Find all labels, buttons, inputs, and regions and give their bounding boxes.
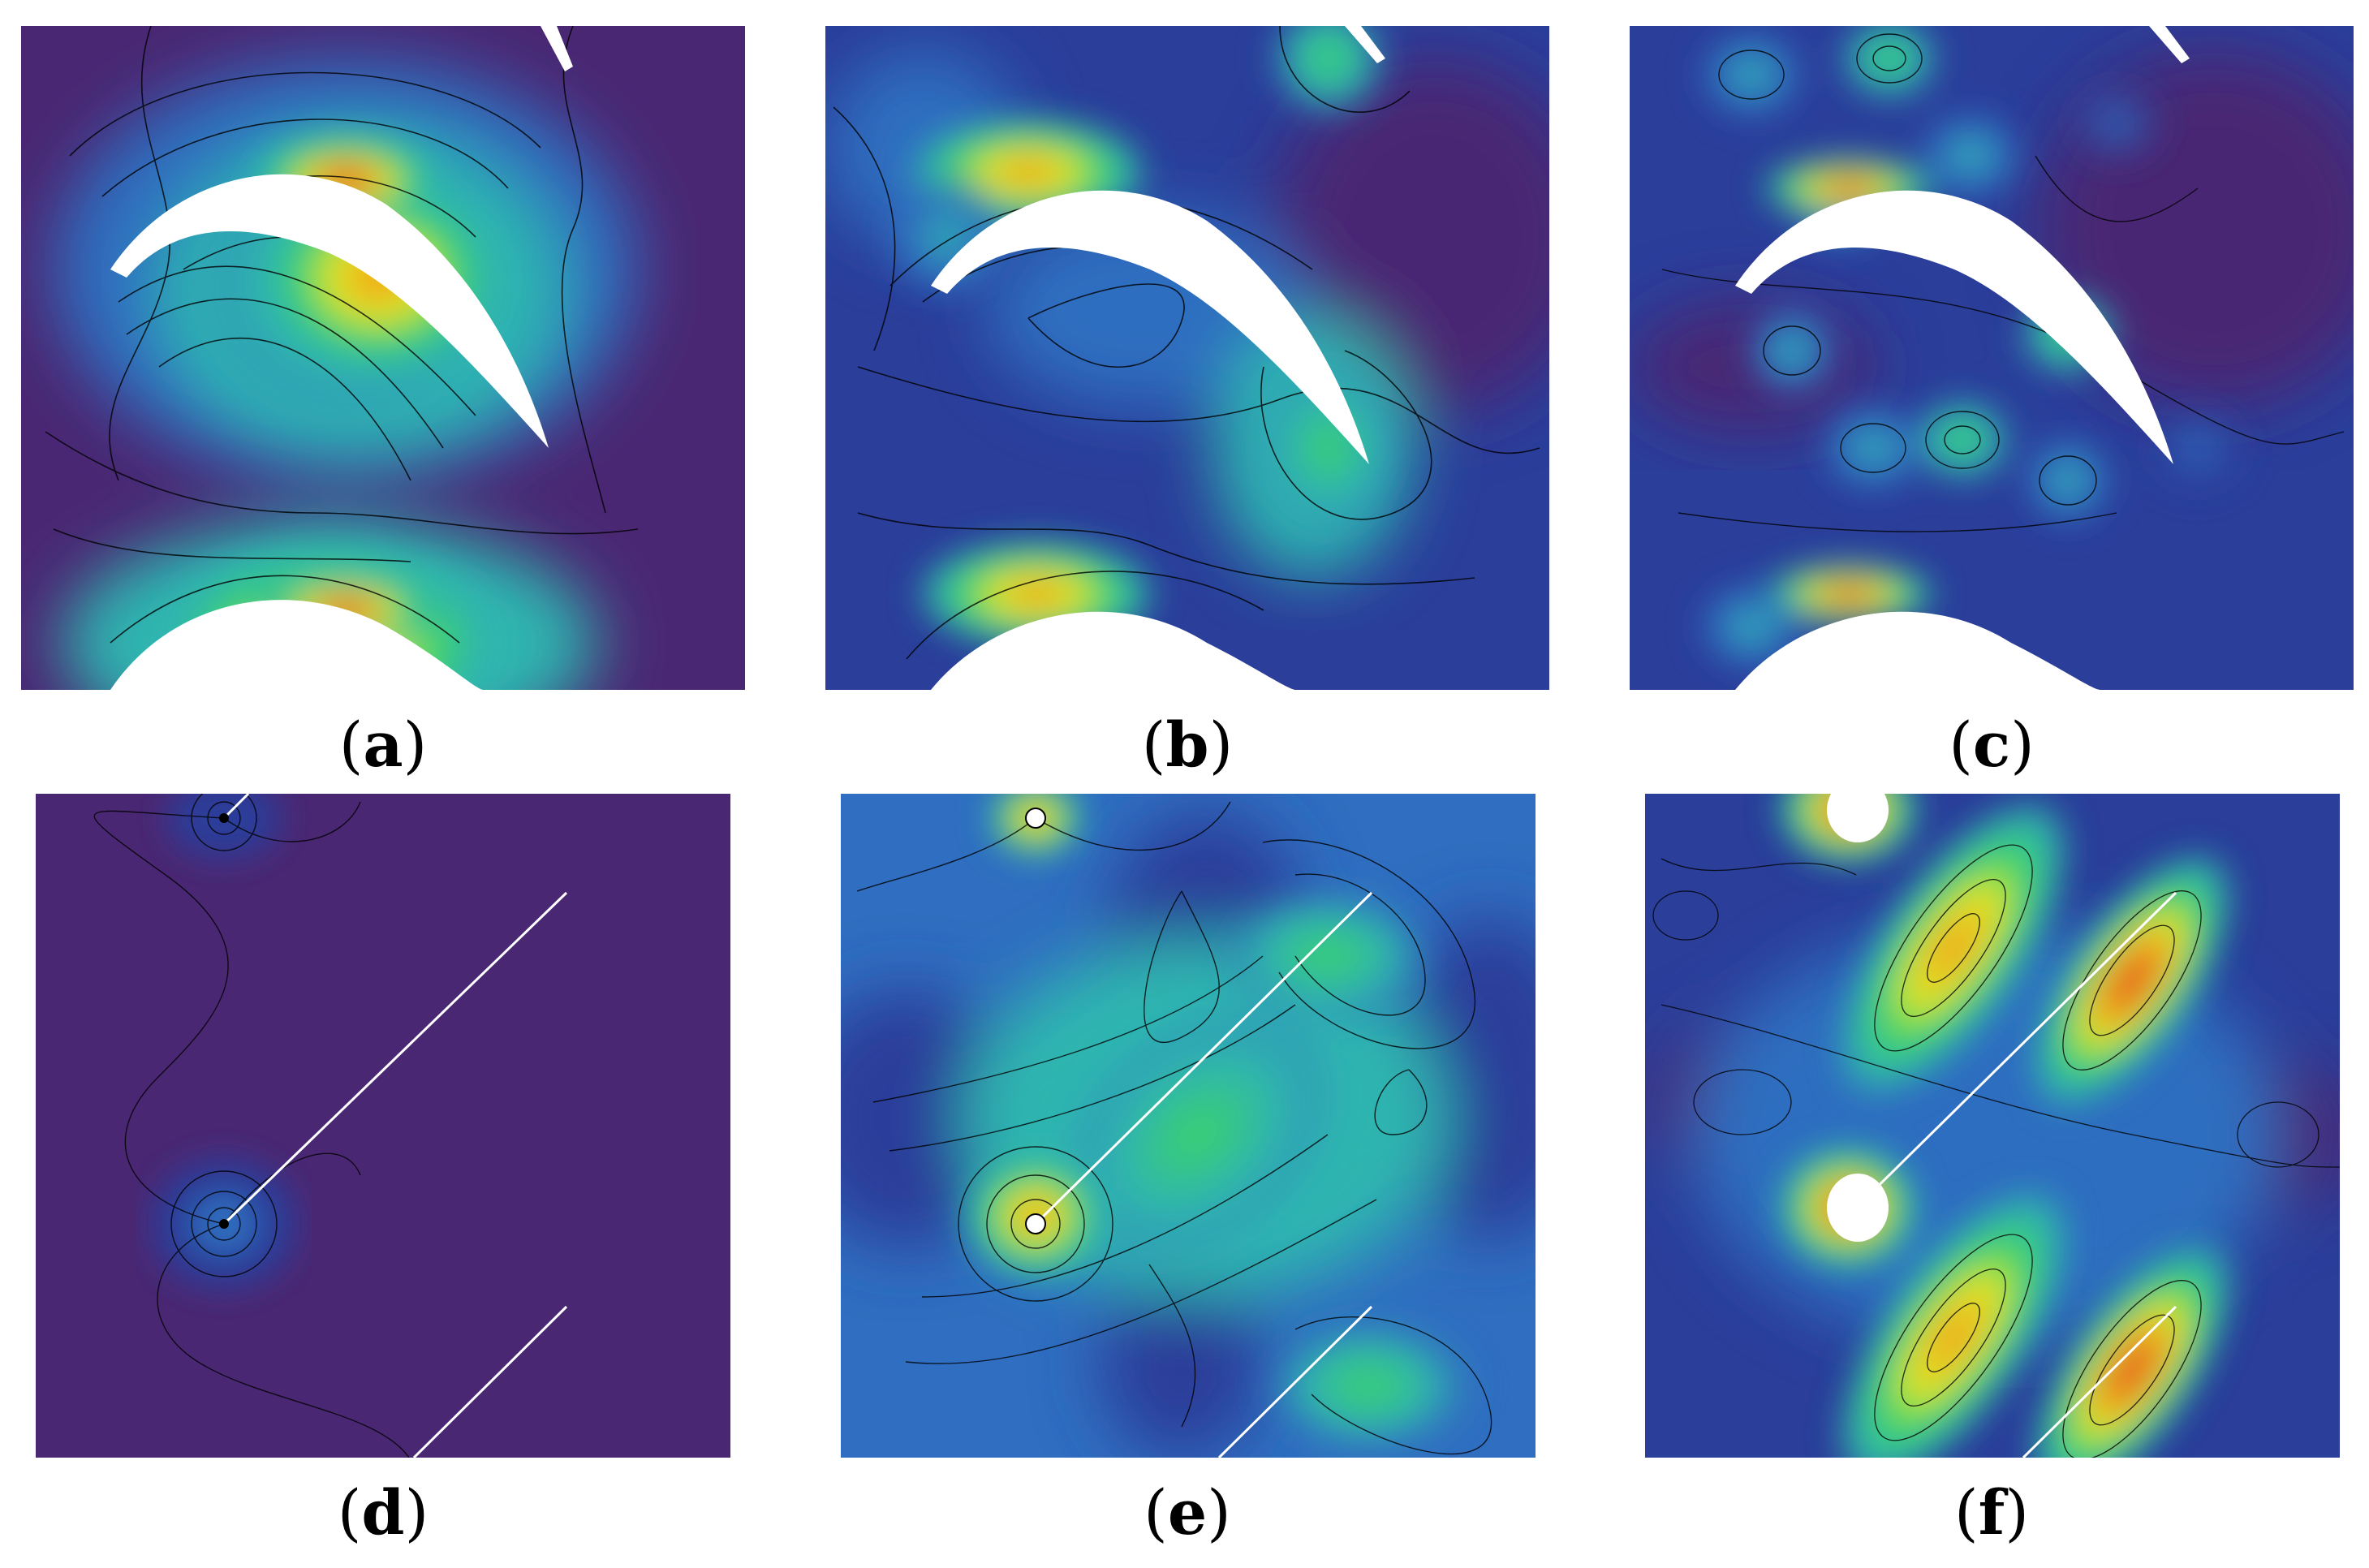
caption-a: (a) — [338, 709, 428, 781]
caption-e: (e) — [1144, 1476, 1231, 1549]
panel-e — [841, 794, 1536, 1458]
panel-f — [1645, 794, 2340, 1458]
panel-d — [36, 794, 730, 1458]
caption-d: (d) — [337, 1476, 429, 1549]
blade-lower — [110, 600, 484, 690]
blade-line-low — [2022, 1305, 2177, 1458]
blade-upper — [931, 190, 1369, 464]
contour-plot-e — [841, 794, 1536, 1458]
blade-tip-top — [1345, 26, 1385, 63]
blade-lower — [931, 611, 1296, 690]
blade-line-mid — [1034, 891, 1373, 1226]
panel-c — [1630, 26, 2354, 690]
panel-a — [21, 26, 745, 690]
panel-b — [825, 26, 1549, 690]
blade-line-mid — [1846, 891, 2177, 1217]
blade-upper — [1735, 190, 2173, 464]
contour-plot-a — [21, 26, 745, 690]
blade-line-mid — [222, 891, 568, 1226]
contour-plot-d — [36, 794, 730, 1458]
contour-plot-c — [1630, 26, 2354, 690]
caption-f: (f) — [1953, 1476, 2029, 1549]
contour-plot-f — [1645, 794, 2340, 1458]
blade-line-low — [412, 1305, 568, 1458]
blade-upper — [110, 174, 549, 448]
blade-line-top — [222, 794, 250, 820]
blade-lower — [1735, 611, 2100, 690]
caption-b: (b) — [1141, 709, 1234, 781]
blade-line-low — [1217, 1305, 1373, 1458]
contour-plot-b — [825, 26, 1549, 690]
blade-tip-top — [2149, 26, 2190, 63]
blade-tip-top — [541, 26, 573, 71]
caption-c: (c) — [1949, 709, 2035, 781]
